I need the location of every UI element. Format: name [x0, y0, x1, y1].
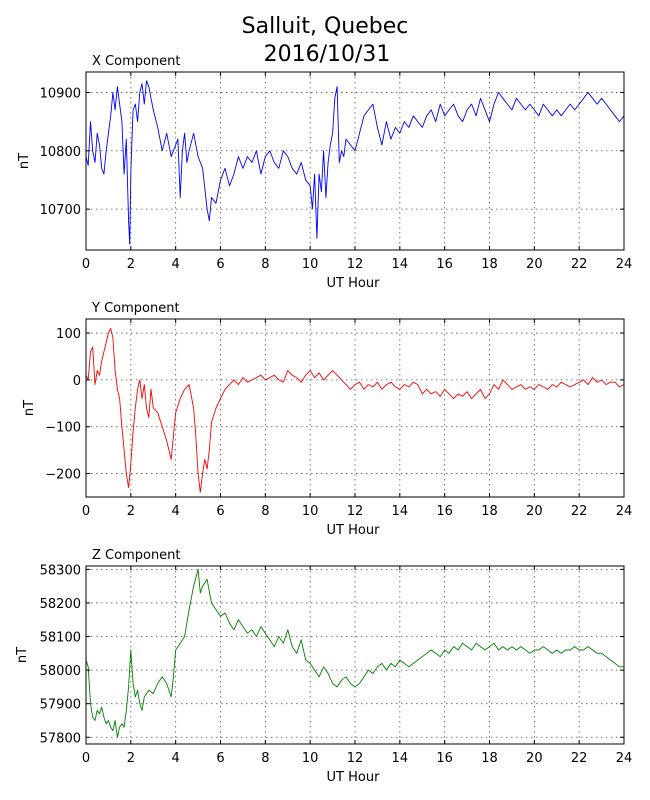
x-component-xtick-label: 24	[616, 257, 633, 272]
z-component-xtick-label: 12	[347, 751, 364, 766]
z-component-xtick-label: 8	[261, 751, 269, 766]
y-component-xtick-label: 8	[261, 504, 269, 519]
x-component-xlabel: UT Hour	[327, 276, 381, 291]
z-component-ytick-label: 58000	[40, 664, 81, 679]
y-component-xtick-label: 18	[481, 504, 498, 519]
x-component-xtick-label: 6	[216, 257, 224, 272]
figure-title-line1: Salluit, Quebec	[242, 14, 409, 39]
x-component-xtick-label: 18	[481, 257, 498, 272]
z-component-xtick-label: 6	[216, 751, 224, 766]
z-component-xtick-label: 0	[82, 751, 90, 766]
x-component-xtick-label: 0	[82, 257, 90, 272]
z-component-xtick-label: 24	[616, 751, 633, 766]
y-component-panel: Y Component UT Hour nT 0 2 4 6 8 10 12 14 16 18 20…	[22, 301, 632, 538]
y-component-title: Y Component	[91, 301, 180, 316]
x-component-xtick-label: 8	[261, 257, 269, 272]
z-component-xlabel: UT Hour	[327, 770, 381, 785]
x-component-xtick-label: 12	[347, 257, 364, 272]
z-component-panel: Z Component UT Hour nT 0 2 4 6 8 10 12 14 16 18 20…	[15, 548, 632, 785]
z-component-xtick-label: 10	[302, 751, 319, 766]
z-component-xtick-label: 18	[481, 751, 498, 766]
x-component-title: X Component	[92, 54, 181, 69]
z-component-xtick-label: 16	[436, 751, 453, 766]
y-component-xtick-label: 16	[436, 504, 453, 519]
z-component-series-line	[85, 568, 624, 738]
y-component-series-line	[85, 327, 625, 493]
x-component-ylabel: nT	[17, 153, 32, 169]
y-component-ytick-label: 0	[73, 374, 81, 389]
x-component-panel: X Component UT Hour nT 0 2 4 6 8 10 12 14 16 18 20…	[17, 54, 632, 291]
z-component-xtick-label: 22	[571, 751, 588, 766]
y-component-xtick-label: 0	[82, 504, 90, 519]
z-component-xtick-label: 14	[392, 751, 409, 766]
y-component-xtick-label: 24	[616, 504, 633, 519]
y-component-xtick-label: 14	[392, 504, 409, 519]
z-component-title: Z Component	[92, 548, 181, 563]
y-component-ytick-label: −200	[45, 468, 81, 483]
y-component-xtick-label: 6	[216, 504, 224, 519]
x-component-series-line	[85, 80, 625, 245]
z-component-ylabel: nT	[15, 647, 30, 663]
z-component-ytick-label: 58300	[40, 563, 81, 578]
y-component-xtick-label: 4	[172, 504, 180, 519]
y-component-xtick-label: 12	[347, 504, 364, 519]
x-component-xtick-label: 10	[302, 257, 319, 272]
x-component-xtick-label: 14	[392, 257, 409, 272]
y-component-xlabel: UT Hour	[327, 523, 381, 538]
x-component-xtick-label: 4	[172, 257, 180, 272]
x-component-xtick-label: 16	[436, 257, 453, 272]
x-component-ytick-label: 10900	[40, 86, 81, 101]
y-component-xtick-label: 22	[571, 504, 588, 519]
x-component-ytick-label: 10700	[40, 203, 81, 218]
y-component-xtick-label: 10	[302, 504, 319, 519]
z-component-xtick-label: 4	[172, 751, 180, 766]
z-component-ytick-label: 57900	[40, 698, 81, 713]
y-component-xtick-label: 20	[526, 504, 543, 519]
z-component-xtick-label: 20	[526, 751, 543, 766]
y-component-xtick-label: 2	[127, 504, 135, 519]
z-component-ytick-label: 57800	[40, 731, 81, 746]
z-component-xtick-label: 2	[127, 751, 135, 766]
y-component-ytick-label: 100	[56, 327, 81, 342]
x-component-xtick-label: 20	[526, 257, 543, 272]
z-component-ytick-label: 58100	[40, 631, 81, 646]
figure-title-line2: 2016/10/31	[264, 42, 391, 67]
x-component-xtick-label: 2	[127, 257, 135, 272]
z-component-ytick-label: 58200	[40, 597, 81, 612]
y-component-ytick-label: −100	[45, 421, 81, 436]
x-component-xtick-label: 22	[571, 257, 588, 272]
y-component-ylabel: nT	[22, 400, 37, 416]
x-component-ytick-label: 10800	[40, 145, 81, 160]
